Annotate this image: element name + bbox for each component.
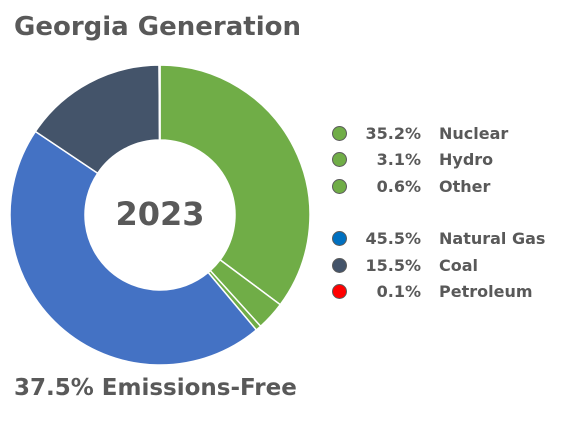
chart-title: Georgia Generation: [14, 12, 301, 42]
legend-label-hydro: Hydro: [439, 150, 494, 170]
legend-item-hydro: 3.1% Hydro: [332, 147, 568, 174]
legend-value-nuclear: 35.2%: [365, 123, 421, 143]
legend-label-petroleum: Petroleum: [439, 282, 533, 302]
legend-item-other: 0.6% Other: [332, 173, 568, 200]
legend-swatch-nuclear: [332, 125, 347, 141]
legend-item-petroleum: 0.1% Petroleum: [332, 279, 568, 306]
legend-spacer: [332, 200, 568, 226]
legend-label-natural-gas: Natural Gas: [439, 229, 546, 249]
donut-center-label: 2023: [115, 195, 204, 233]
legend-swatch-other: [332, 178, 347, 194]
legend-value-hydro: 3.1%: [376, 150, 421, 170]
legend-value-coal: 15.5%: [365, 255, 421, 275]
donut-slice-petroleum: [158, 64, 161, 141]
chart-legend: 35.2% Nuclear 3.1% Hydro 0.6% Other 45.5% Natur…: [332, 120, 568, 305]
legend-label-nuclear: Nuclear: [439, 123, 509, 143]
legend-swatch-natural-gas: [332, 231, 347, 247]
legend-swatch-coal: [332, 257, 347, 273]
legend-value-natural-gas: 45.5%: [365, 229, 421, 249]
legend-label-coal: Coal: [439, 255, 479, 275]
emissions-free-caption: 37.5% Emissions-Free: [14, 375, 297, 401]
legend-value-petroleum: 0.1%: [376, 282, 421, 302]
donut-slice-nuclear: [159, 64, 311, 306]
donut-slice-natural-gas: [9, 130, 258, 366]
legend-label-other: Other: [439, 176, 491, 196]
legend-item-coal: 15.5% Coal: [332, 252, 568, 279]
donut-slices: [9, 64, 311, 366]
legend-item-natural-gas: 45.5% Natural Gas: [332, 226, 568, 253]
legend-item-nuclear: 35.2% Nuclear: [332, 120, 568, 147]
legend-swatch-petroleum: [332, 284, 347, 300]
legend-value-other: 0.6%: [376, 176, 421, 196]
legend-swatch-hydro: [332, 152, 347, 168]
